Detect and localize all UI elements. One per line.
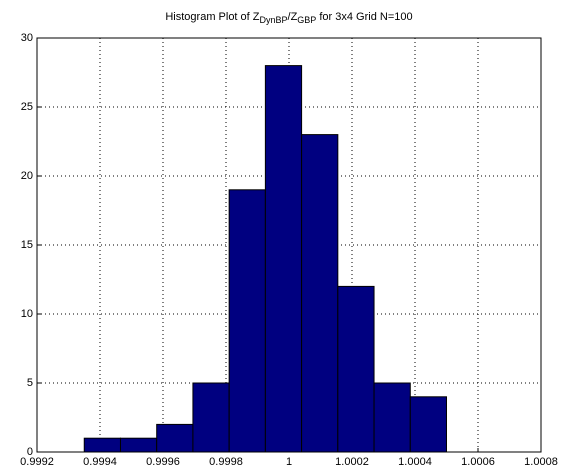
bar [337, 285, 375, 453]
title-part: /Z [288, 11, 298, 23]
x-tick-label: 1 [286, 456, 292, 468]
bar [409, 396, 447, 453]
bar [373, 382, 411, 453]
bar [301, 134, 339, 453]
title-part: Histogram Plot of Z [165, 11, 259, 23]
y-tick-label: 20 [21, 170, 33, 182]
y-tick-label: 5 [27, 377, 33, 389]
x-tick-label: 1.0006 [461, 456, 495, 468]
y-tick-label: 25 [21, 101, 33, 113]
bar [192, 382, 230, 453]
bar [83, 437, 121, 453]
y-tick-label: 0 [27, 446, 33, 458]
x-tick-label: 1.0008 [524, 456, 558, 468]
y-tick-label: 15 [21, 239, 33, 251]
plot-frame [36, 37, 542, 453]
bar [119, 437, 158, 453]
title-part: for 3x4 Grid N=100 [316, 11, 412, 23]
x-tick-label: 0.9998 [209, 456, 243, 468]
chart-title: Histogram Plot of ZDynBP/ZGBP for 3x4 Gr… [165, 11, 412, 25]
x-tick-label: 0.9994 [83, 456, 117, 468]
y-tick-label: 10 [21, 308, 33, 320]
x-tick-label: 0.9996 [146, 456, 180, 468]
x-tick-label: 1.0004 [398, 456, 432, 468]
bar [156, 423, 194, 453]
title-subscript: GBP [297, 15, 316, 25]
title-subscript: DynBP [260, 15, 288, 25]
bar [264, 65, 303, 453]
x-tick-label: 1.0002 [335, 456, 369, 468]
y-tick-label: 30 [21, 32, 33, 44]
bar [228, 189, 266, 453]
x-tick-label: 0.9992 [20, 456, 54, 468]
